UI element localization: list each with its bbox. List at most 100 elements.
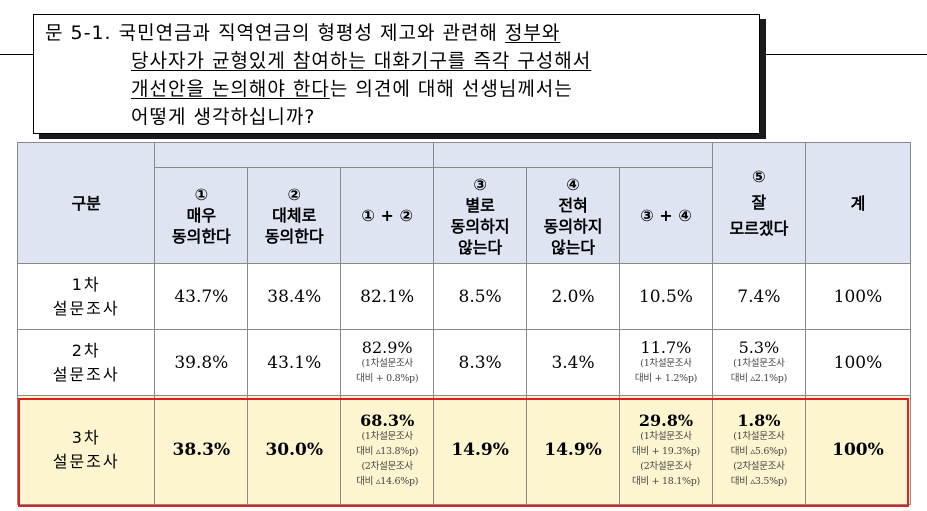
question-line-3-underlined: 개선안을 논의해야 한다 <box>131 78 330 100</box>
question-line-1-underlined: 정부와 <box>504 22 561 44</box>
cell-note: (2차설문조사 <box>733 460 785 472</box>
header-col2-num: ② <box>287 185 302 204</box>
right-rule <box>766 54 927 55</box>
cell-value: 5.3% <box>738 338 780 357</box>
cell-note: 대비 + 19.3%p) <box>632 445 700 457</box>
cell-agree: 30.0% <box>247 395 342 505</box>
cell-disagree: 8.3% <box>433 329 528 396</box>
header-col4-num: ④ <box>566 174 580 194</box>
question-line-1-text: 문 5-1. 국민연금과 직역연금의 형평성 제고와 관련해 <box>45 22 505 44</box>
left-rule <box>0 54 34 55</box>
cell-agree-sum: 82.1% <box>340 263 435 330</box>
cell-dont-know: 1.8% (1차설문조사 대비 ▵5.6%p) (2차설문조사 대비 ▵3.5%… <box>711 395 806 505</box>
header-col4-l1: 전혀 <box>558 195 588 215</box>
cell-note: (2차설문조사 <box>361 460 414 472</box>
header-category: 구분 <box>16 142 156 264</box>
cell-strongly-agree: 38.3% <box>154 395 249 505</box>
cell-note: 대비 ▵14.6%p) <box>356 475 419 487</box>
row-label-l1: 3차 <box>71 428 101 447</box>
cell-value: 68.3% <box>360 410 415 430</box>
cell-disagree-sum: 11.7% (1차설문조사 대비 + 1.2%p) <box>619 329 713 396</box>
table-row-highlighted: 3차 설문조사 38.3% 30.0% 68.3% (1차설문조사 대비 ▵13… <box>16 395 912 505</box>
cell-note: (1차설문조사 <box>361 358 414 369</box>
cell-total: 100% <box>804 329 912 396</box>
cell-note: (1차설문조사 <box>733 430 785 442</box>
row-label-l2: 설문조사 <box>52 298 120 318</box>
row-label-l2: 설문조사 <box>52 452 120 471</box>
header-col5-l2: 모르겠다 <box>729 219 789 238</box>
cell-strongly-disagree: 3.4% <box>526 329 620 396</box>
header-col5-l1: 잘 <box>751 193 767 212</box>
cell-agree-sum: 68.3% (1차설문조사 대비 ▵13.8%p) (2차설문조사 대비 ▵14… <box>340 395 435 505</box>
row-label-l2: 설문조사 <box>52 364 120 384</box>
cell-agree-sum: 82.9% (1차설문조사 대비 + 0.8%p) <box>340 329 435 396</box>
header-col4: ④ 전혀 동의하지 않는다 <box>526 167 620 264</box>
cell-value: 29.8% <box>638 410 694 430</box>
cell-strongly-disagree: 2.0% <box>526 263 620 330</box>
header-total: 계 <box>804 142 912 264</box>
cell-disagree-sum: 10.5% <box>619 263 713 330</box>
question-line-2: 당사자가 균형있게 참여하는 대화기구를 즉각 구성해서 <box>131 49 591 73</box>
row-label: 1차 설문조사 <box>16 263 156 330</box>
cell-note: 대비 + 18.1%p) <box>632 475 700 487</box>
cell-value: 11.7% <box>640 338 692 357</box>
header-col2: ② 대체로 동의한다 <box>247 167 342 264</box>
cell-note: (1차설문조사 <box>361 430 414 442</box>
cell-disagree: 14.9% <box>433 395 528 505</box>
header-col2-l1: 대체로 <box>272 206 317 225</box>
header-col5-num: ⑤ <box>752 167 766 186</box>
header-col3: ③ 별로 동의하지 않는다 <box>433 167 528 264</box>
header-col1-l1: 매우 <box>186 206 217 225</box>
cell-strongly-agree: 43.7% <box>154 263 249 330</box>
cell-strongly-disagree: 14.9% <box>526 395 620 505</box>
header-col1-num: ① <box>194 185 209 204</box>
cell-note: (2차설문조사 <box>640 460 692 472</box>
header-col3-num: ③ <box>473 174 487 194</box>
cell-dont-know: 7.4% <box>711 263 806 330</box>
question-line-2-underlined: 당사자가 균형있게 참여하는 대화기구를 즉각 구성해서 <box>131 50 592 72</box>
question-line-4: 어떻게 생각하십니까? <box>131 105 315 129</box>
header-sum34: ③ + ④ <box>619 167 713 264</box>
cell-note: 대비 ▵2.1%p) <box>730 373 788 384</box>
row-label: 2차 설문조사 <box>16 329 156 396</box>
cell-strongly-agree: 39.8% <box>154 329 249 396</box>
row-label-l1: 1차 <box>71 274 101 294</box>
header-row-top: 구분 ⑤ 잘 모르겠다 계 <box>16 142 912 264</box>
header-col3-l1: 별로 <box>465 195 495 215</box>
header-disagree-group <box>433 142 713 168</box>
cell-note: 대비 ▵3.5%p) <box>730 475 788 487</box>
question-line-3-text: 는 의견에 대해 선생님께서는 <box>329 78 573 100</box>
table-row: 2차 설문조사 39.8% 43.1% 82.9% (1차설문조사 대비 + 0… <box>16 329 912 396</box>
header-col4-l3: 않는다 <box>550 237 596 257</box>
cell-note: 대비 + 1.2%p) <box>634 373 698 384</box>
table-row: 1차 설문조사 43.7% 38.4% 82.1% 8.5% 2.0% 10.5… <box>16 263 912 330</box>
question-line-3: 개선안을 논의해야 한다는 의견에 대해 선생님께서는 <box>131 77 573 101</box>
question-box: 문 5-1. 국민연금과 직역연금의 형평성 제고와 관련해 정부와 당사자가 … <box>33 14 760 134</box>
header-row-bottom: ① 매우 동의한다 ② 대체로 동의한다 ① + ② ③ 별로 동의하지 않는다… <box>18 167 911 264</box>
cell-total: 100% <box>804 395 912 505</box>
cell-agree: 43.1% <box>247 329 342 396</box>
cell-note: 대비 ▵5.6%p) <box>730 445 788 457</box>
cell-note: 대비 + 0.8%p) <box>356 373 419 384</box>
header-col2-l2: 동의한다 <box>264 227 324 246</box>
cell-dont-know: 5.3% (1차설문조사 대비 ▵2.1%p) <box>711 329 806 396</box>
header-col3-l3: 않는다 <box>458 237 503 257</box>
row-label-l1: 2차 <box>71 340 101 360</box>
cell-note: (1차설문조사 <box>640 430 692 442</box>
row-label: 3차 설문조사 <box>16 395 156 505</box>
cell-total: 100% <box>804 263 912 330</box>
header-sum12: ① + ② <box>340 167 435 264</box>
question-line-1: 문 5-1. 국민연금과 직역연금의 형평성 제고와 관련해 정부와 <box>45 21 560 45</box>
header-col1: ① 매우 동의한다 <box>154 167 249 264</box>
header-col1-l2: 동의한다 <box>171 227 231 246</box>
header-col5: ⑤ 잘 모르겠다 <box>711 142 806 264</box>
cell-disagree-sum: 29.8% (1차설문조사 대비 + 19.3%p) (2차설문조사 대비 + … <box>619 395 713 505</box>
cell-agree: 38.4% <box>247 263 342 330</box>
cell-note: (1차설문조사 <box>640 358 692 369</box>
cell-disagree: 8.5% <box>433 263 528 330</box>
cell-note: (1차설문조사 <box>733 358 785 369</box>
cell-note: 대비 ▵13.8%p) <box>356 445 419 457</box>
header-col3-l2: 동의하지 <box>450 216 510 236</box>
survey-results-table: 구분 ⑤ 잘 모르겠다 계 ① 매우 동의한다 ② 대체로 동의한다 ① + ②… <box>16 142 912 505</box>
cell-value: 82.9% <box>361 338 413 357</box>
